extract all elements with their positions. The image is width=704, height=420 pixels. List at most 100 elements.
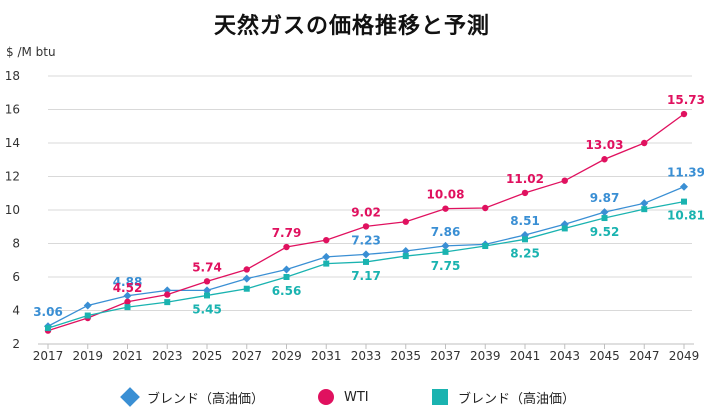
data-point (601, 215, 608, 222)
data-label: 5.45 (192, 302, 222, 316)
x-tick-label: 2033 (351, 349, 382, 363)
x-tick-label: 2019 (72, 349, 103, 363)
x-tick-label: 2029 (271, 349, 302, 363)
y-tick-label: 2 (12, 337, 20, 351)
data-point (243, 285, 250, 292)
data-point (561, 177, 568, 184)
data-point (323, 236, 330, 244)
series-lines (44, 110, 688, 334)
data-point (401, 247, 410, 256)
data-label: 4.88 (113, 275, 143, 289)
data-point (442, 248, 449, 255)
data-label: 8.25 (510, 246, 540, 260)
data-point (283, 243, 290, 251)
data-label: 9.52 (590, 225, 620, 239)
x-tick-label: 2049 (669, 349, 700, 363)
y-tick-label: 4 (12, 304, 20, 318)
data-point (282, 265, 291, 274)
data-point (124, 298, 131, 305)
legend-item-wti[interactable]: WTI (318, 383, 369, 411)
y-axis-unit-label: $ /M btu (6, 45, 56, 59)
data-point (164, 291, 171, 298)
x-tick-label: 2039 (470, 349, 501, 363)
data-label: 9.87 (590, 191, 620, 205)
legend-label: ブレンド（高油価） (147, 391, 265, 407)
data-label: 7.17 (351, 269, 381, 283)
data-point (242, 274, 251, 283)
circle-marker-icon (318, 389, 334, 405)
y-tick-label: 16 (5, 103, 20, 117)
data-point (600, 208, 609, 217)
legend-label: WTI (344, 389, 369, 405)
data-point (601, 156, 608, 163)
data-point (482, 204, 489, 212)
data-point (363, 258, 369, 265)
data-point (164, 299, 171, 306)
x-tick-label: 2037 (430, 349, 461, 363)
data-label: 10.08 (427, 188, 465, 202)
data-point (203, 286, 211, 295)
data-label: 11.39 (667, 166, 704, 180)
legend-item-blend-diamond[interactable]: ブレンド（高油価） (120, 383, 264, 411)
data-point (243, 266, 250, 273)
data-point (203, 278, 211, 285)
data-point (522, 236, 528, 243)
x-tick-label: 2035 (390, 349, 421, 363)
x-tick-label: 2031 (311, 349, 342, 363)
data-label: 7.79 (272, 226, 302, 240)
data-point (442, 205, 449, 212)
data-point (123, 291, 132, 300)
data-point (124, 304, 131, 311)
data-point (323, 260, 330, 267)
data-point (641, 206, 648, 213)
data-point (680, 110, 688, 118)
data-point (482, 243, 489, 250)
data-point (362, 223, 370, 230)
data-label: 5.74 (192, 260, 222, 274)
x-tick-label: 2021 (112, 349, 143, 363)
data-label: 4.52 (113, 281, 143, 295)
legend: ブレンド（高油価） WTI ブレンド（高油価） (0, 383, 704, 411)
data-point (640, 199, 649, 208)
data-point (45, 325, 51, 332)
x-tick-label: 2041 (510, 349, 541, 363)
data-point (283, 274, 290, 280)
axes: 2 4 6 8 10 12 14 16 18 2017 2019 2021 2023 2025 2027 20… (5, 69, 700, 363)
y-tick-label: 18 (5, 69, 20, 83)
y-tick-label: 14 (5, 136, 20, 150)
legend-item-blend-square[interactable]: ブレンド（高油価） (432, 383, 575, 411)
data-label: 11.02 (506, 172, 544, 186)
data-label: 3.06 (33, 305, 63, 319)
data-labels: 3.06 4.88 7.23 7.86 8.51 9.87 11.39 4.52 5.74 7.7… (33, 93, 704, 319)
data-point (561, 225, 568, 232)
x-tick-label: 2027 (231, 349, 262, 363)
y-tick-label: 6 (12, 270, 20, 284)
x-tick-label: 2045 (589, 349, 620, 363)
y-tick-label: 10 (5, 203, 20, 217)
data-label: 7.75 (431, 259, 461, 273)
data-point (680, 182, 688, 191)
data-point (521, 189, 529, 197)
chart-title: 天然ガスの価格推移と予測 (213, 14, 490, 39)
data-point (402, 253, 409, 260)
data-label: 13.03 (586, 138, 624, 152)
data-label: 10.81 (667, 209, 704, 223)
x-tick-label: 2047 (629, 349, 660, 363)
x-tick-label: 2017 (33, 349, 64, 363)
data-point (322, 252, 331, 261)
x-tick-label: 2025 (192, 349, 223, 363)
data-point (84, 312, 91, 319)
data-point (441, 241, 450, 250)
legend-label: ブレンド（高油価） (458, 391, 576, 407)
data-label: 15.73 (667, 93, 704, 107)
data-point (681, 198, 687, 205)
data-label: 7.23 (351, 233, 381, 247)
data-point (83, 301, 92, 310)
data-label: 9.02 (351, 205, 381, 219)
data-point (641, 139, 648, 147)
x-tick-label: 2043 (549, 349, 580, 363)
data-label: 8.51 (510, 214, 540, 228)
x-tick-label: 2023 (152, 349, 183, 363)
square-marker-icon (432, 389, 448, 405)
